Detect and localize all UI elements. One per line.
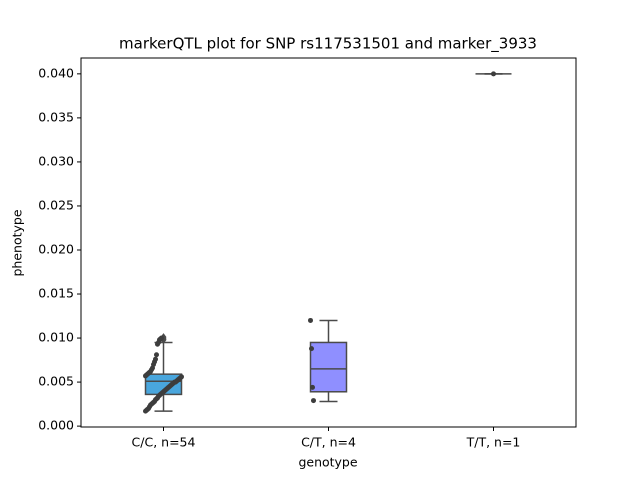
y-tick-label: 0.035 [38, 109, 74, 124]
y-tick-label: 0.030 [38, 153, 74, 168]
x-tick-label: T/T, n=1 [466, 435, 521, 450]
plot-frame [80, 57, 577, 428]
y-tick-label: 0.015 [38, 286, 74, 301]
strip-point [154, 352, 159, 358]
strip-point [308, 317, 313, 323]
chart-title: markerQTL plot for SNP rs117531501 and m… [119, 35, 537, 54]
strip-point [491, 71, 496, 77]
y-tick-label: 0.010 [38, 330, 74, 345]
y-tick-label: 0.040 [38, 65, 74, 80]
x-axis-label: genotype [298, 455, 357, 470]
box [309, 341, 348, 393]
y-tick-label: 0.000 [38, 418, 74, 433]
x-tick-label: C/T, n=4 [301, 435, 356, 450]
strip-point [309, 346, 314, 352]
strip-point [311, 398, 316, 404]
strip-point [159, 335, 164, 341]
strip-point [310, 384, 315, 390]
x-tick-label: C/C, n=54 [132, 435, 196, 450]
y-tick-label: 0.025 [38, 197, 74, 212]
strip-point [179, 374, 184, 380]
y-tick-label: 0.020 [38, 241, 74, 256]
y-tick-label: 0.005 [38, 374, 74, 389]
strip-point [153, 356, 158, 362]
y-axis-label: phenotype [10, 209, 25, 276]
